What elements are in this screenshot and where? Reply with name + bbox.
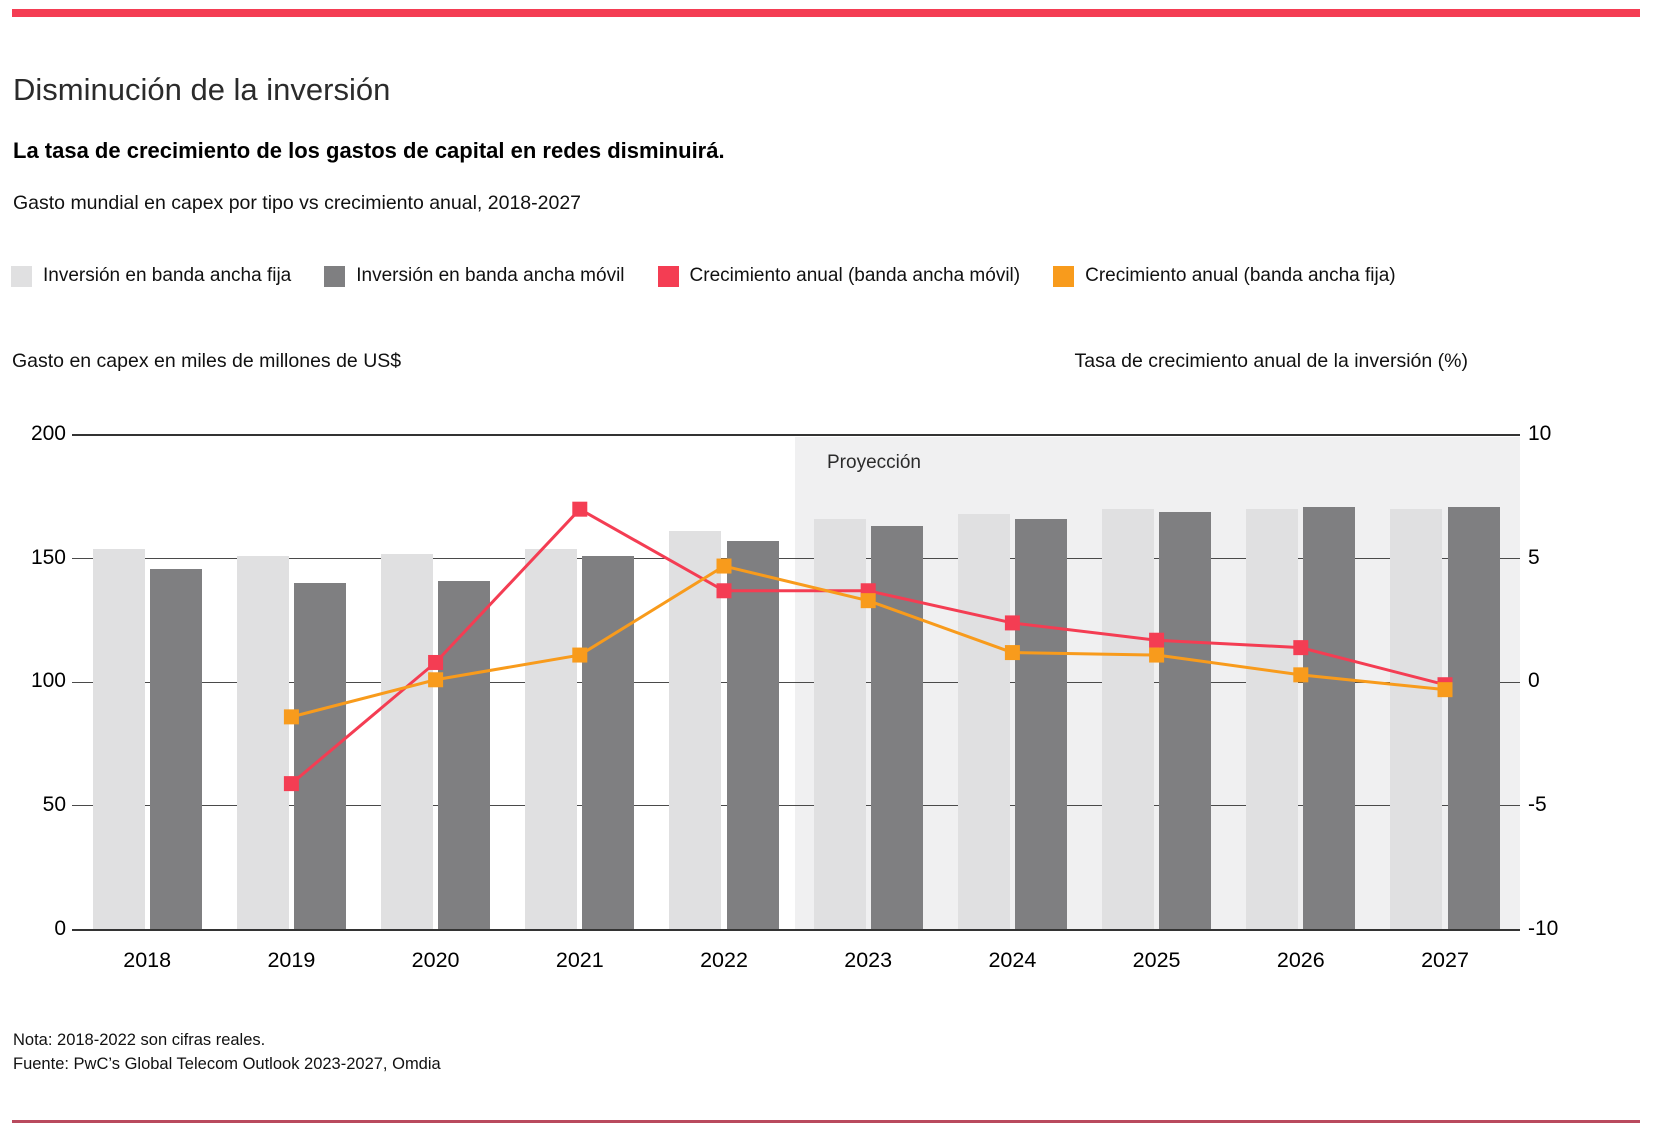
legend-swatch-icon <box>1053 265 1075 287</box>
page-subtitle: La tasa de crecimiento de los gastos de … <box>13 138 725 163</box>
x-axis-year-label: 2027 <box>1421 948 1469 972</box>
x-axis-year-label: 2019 <box>267 948 316 972</box>
bar-fixed-broadband <box>669 531 722 930</box>
y-axis-tick-label-left: 150 <box>30 545 66 569</box>
bar-fixed-broadband <box>957 514 1010 930</box>
bar-fixed-broadband <box>813 519 866 930</box>
bar-fixed-broadband <box>1390 509 1443 930</box>
x-axis-year-label: 2025 <box>1132 948 1181 972</box>
y-axis-tick-label-right: -5 <box>1528 792 1547 816</box>
bar-fixed-broadband <box>1102 509 1154 930</box>
gridline <box>72 558 1520 560</box>
bar-mobile-broadband <box>1447 506 1500 930</box>
fixed-growth-marker <box>716 558 732 574</box>
mobile-growth-marker <box>283 776 299 792</box>
bar-mobile-broadband <box>1159 511 1212 930</box>
legend-item-label: Crecimiento anual (banda ancha fija) <box>1085 265 1396 286</box>
chart-description: Gasto mundial en capex por tipo vs creci… <box>13 192 582 214</box>
fixed-growth-marker <box>860 593 876 609</box>
bar-fixed-broadband <box>236 556 289 930</box>
fixed-growth-marker <box>1149 647 1165 663</box>
x-axis-year-label: 2021 <box>555 948 604 972</box>
x-axis-year-label: 2024 <box>988 948 1037 972</box>
x-axis-year-label: 2020 <box>411 948 460 972</box>
y-axis-tick-label-right: 5 <box>1528 545 1540 569</box>
bottom-accent-line <box>12 1120 1640 1123</box>
bar-mobile-broadband <box>294 583 346 930</box>
gridline <box>72 434 1520 436</box>
growth-line-mobile <box>290 507 1446 785</box>
legend-item: Inversión en banda ancha fija <box>11 265 291 287</box>
chart-note: Nota: 2018-2022 son cifras reales. <box>13 1031 266 1049</box>
mobile-growth-marker <box>572 501 588 517</box>
bar-mobile-broadband <box>1303 506 1356 930</box>
legend-swatch-icon <box>657 265 679 287</box>
legend-item: Inversión en banda ancha móvil <box>324 265 625 287</box>
mobile-growth-marker <box>1293 640 1309 656</box>
left-axis-caption: Gasto en capex en miles de millones de U… <box>12 350 402 372</box>
chart-source: Fuente: PwC’s Global Telecom Outlook 202… <box>13 1055 441 1073</box>
gridline <box>72 681 1520 683</box>
top-accent-bar <box>12 9 1640 17</box>
bar-fixed-broadband <box>525 548 578 930</box>
page-title: Disminución de la inversión <box>13 72 391 107</box>
fixed-growth-marker <box>283 709 299 725</box>
y-axis-tick-label-left: 200 <box>30 422 66 445</box>
gridline <box>72 928 1520 931</box>
fixed-growth-marker <box>1293 667 1309 683</box>
x-axis-year-label: 2022 <box>700 948 748 972</box>
bar-fixed-broadband <box>92 548 145 930</box>
bar-mobile-broadband <box>726 541 779 930</box>
bar-mobile-broadband <box>582 556 635 930</box>
legend-item-label: Crecimiento anual (banda ancha móvil) <box>689 265 1021 286</box>
right-axis-caption: Tasa de crecimiento anual de la inversió… <box>1074 350 1468 372</box>
gridline <box>72 805 1520 807</box>
fixed-growth-marker <box>1437 682 1453 698</box>
y-axis-tick-label-left: 100 <box>30 669 66 693</box>
y-axis-tick-label-right: -10 <box>1528 916 1559 940</box>
mobile-growth-marker <box>1004 615 1020 631</box>
mobile-growth-marker <box>428 654 444 670</box>
y-axis-tick-label-right: 10 <box>1528 422 1552 445</box>
legend-item-label: Inversión en banda ancha móvil <box>356 265 625 286</box>
fixed-growth-marker <box>428 672 444 688</box>
y-axis-tick-label-right: 0 <box>1528 669 1540 693</box>
y-axis-tick-label-left: 0 <box>54 916 66 940</box>
mobile-growth-marker <box>716 583 732 599</box>
fixed-growth-marker <box>1004 645 1020 661</box>
legend-swatch-icon <box>324 265 346 287</box>
bar-fixed-broadband <box>381 553 433 930</box>
legend-swatch-icon <box>11 265 32 287</box>
legend: Inversión en banda ancha fija Inversión e… <box>11 265 1396 287</box>
projection-label: Proyección <box>827 452 921 473</box>
fixed-growth-marker <box>572 647 588 663</box>
bar-mobile-broadband <box>1015 519 1067 930</box>
x-axis-year-label: 2018 <box>123 948 172 972</box>
bar-fixed-broadband <box>1246 509 1299 930</box>
mobile-growth-marker <box>1149 632 1165 648</box>
bar-mobile-broadband <box>438 580 491 930</box>
legend-item: Crecimiento anual (banda ancha móvil) <box>657 265 1021 287</box>
x-axis-year-label: 2026 <box>1276 948 1325 972</box>
bar-mobile-broadband <box>149 568 202 930</box>
x-axis-year-label: 2023 <box>844 948 893 972</box>
legend-item-label: Inversión en banda ancha fija <box>43 265 292 286</box>
legend-item: Crecimiento anual (banda ancha fija) <box>1053 265 1396 287</box>
y-axis-tick-label-left: 50 <box>42 792 66 816</box>
